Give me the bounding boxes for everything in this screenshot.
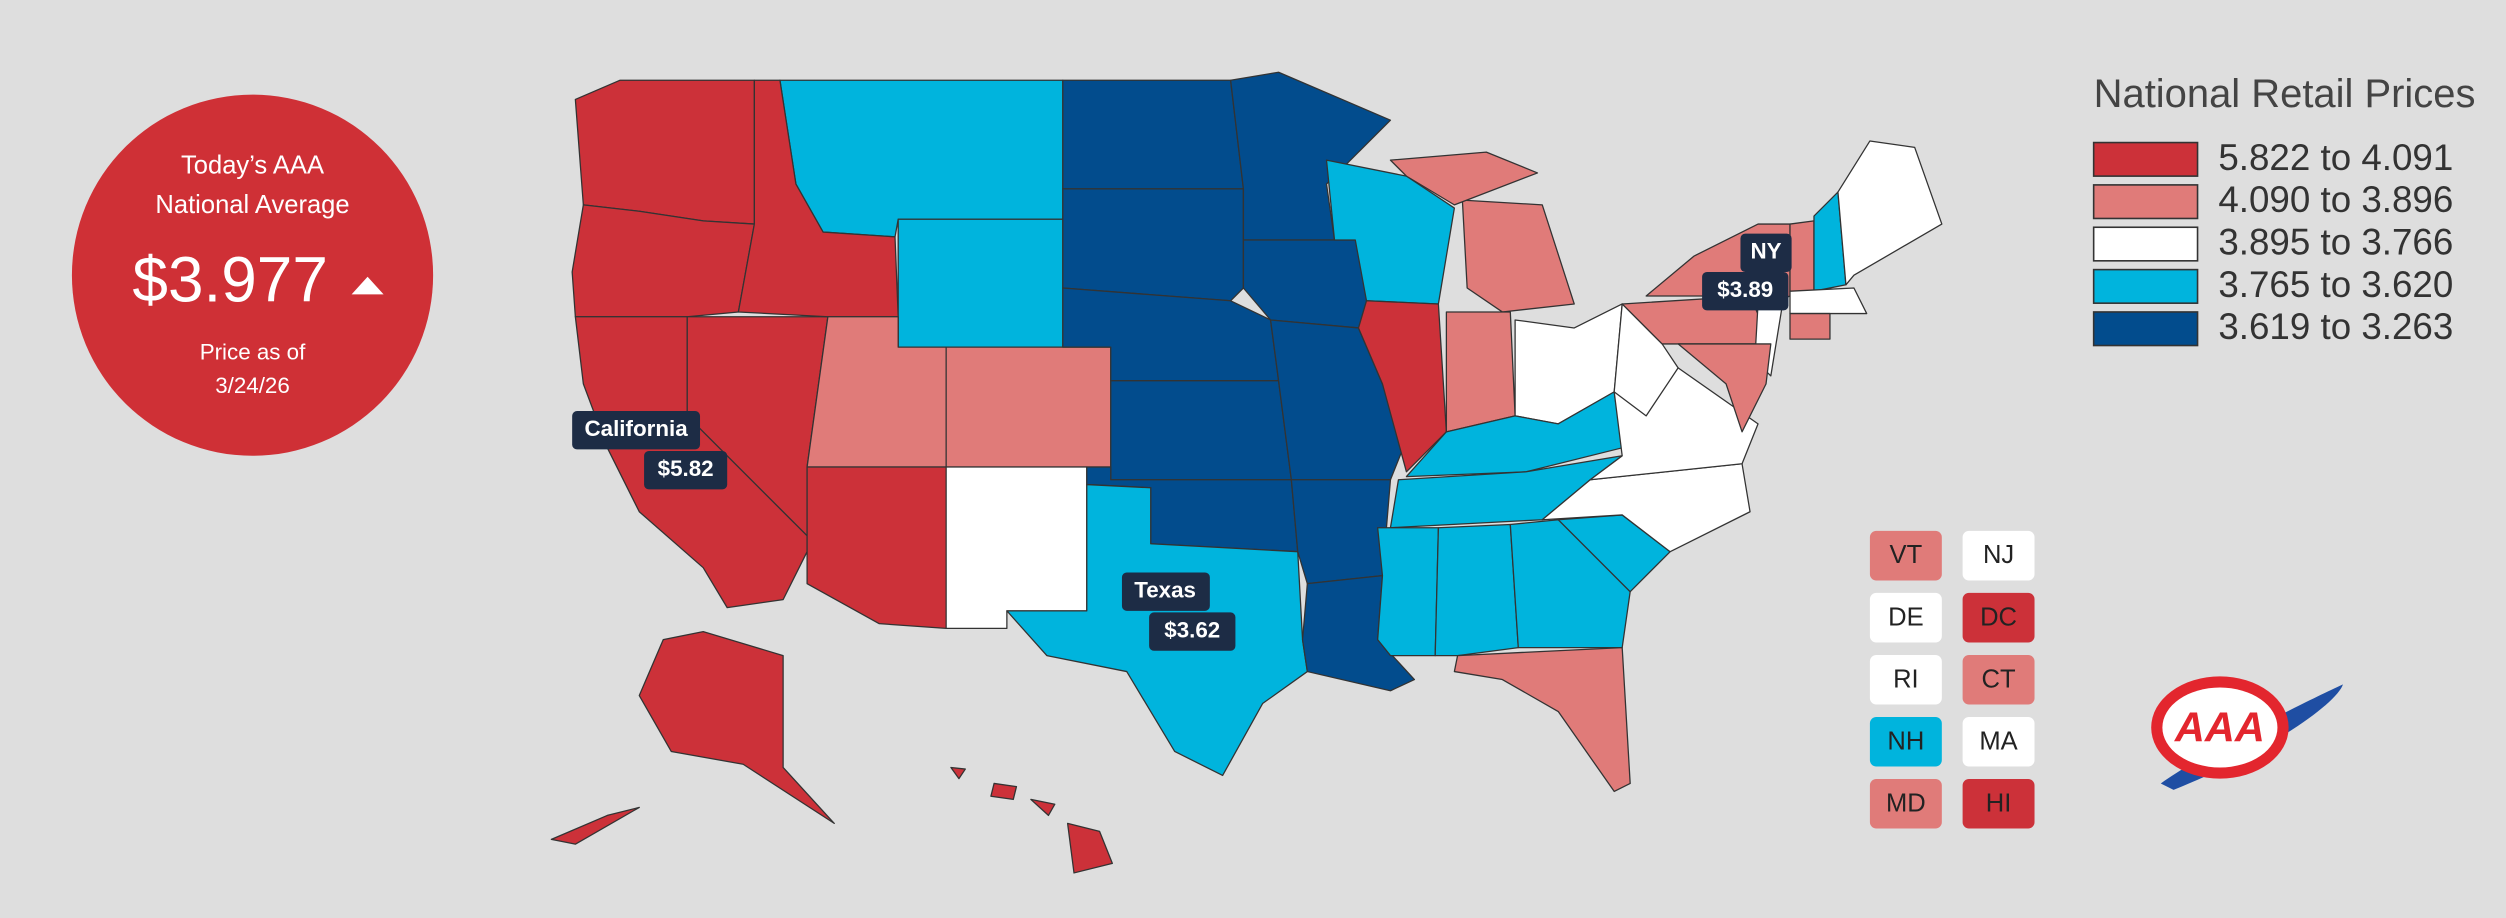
state: [1062, 79, 1245, 190]
state: [1229, 71, 1392, 241]
legend-label: 3.619 to 3.263: [2218, 306, 2453, 347]
legend-title: National Retail Prices: [2094, 72, 2476, 116]
callout-name: California: [585, 416, 689, 441]
small-states: VT NJ DE DC RI CT NH MA MD HI: [1869, 530, 2035, 829]
legend-label: 3.765 to 3.620: [2218, 264, 2453, 305]
callout-name: NY: [1750, 239, 1781, 264]
state: [1453, 646, 1631, 793]
state: [1434, 523, 1519, 657]
state: [1789, 220, 1815, 292]
callout: California $5.82: [572, 411, 728, 490]
logo-oval-inner: [2162, 687, 2278, 768]
state: [1377, 527, 1440, 657]
small-state-box: [1869, 654, 1942, 705]
small-state-box: [1869, 592, 1942, 643]
callout: Texas $3.62: [1121, 572, 1236, 651]
badge-title: Today’s AAA: [181, 151, 324, 179]
state: [550, 806, 640, 845]
small-state-box: [1962, 716, 2035, 767]
small-state-label: VT: [1890, 541, 1923, 569]
small-state-label: DC: [1980, 603, 2017, 631]
legend-label: 5.822 to 4.091: [2218, 137, 2453, 178]
callout-box: [1121, 572, 1210, 611]
state: [1677, 343, 1772, 433]
aaa-logo: AAA: [2151, 676, 2343, 790]
up-arrow: [351, 276, 384, 295]
state: [897, 218, 1064, 348]
callout-box: [1702, 272, 1789, 311]
state: [1357, 300, 1448, 473]
badge-date: Price as of: [200, 339, 306, 364]
small-state-box: [1962, 530, 2035, 581]
state: [1066, 822, 1113, 874]
state: [737, 79, 899, 318]
logo-text: AAA: [2174, 704, 2265, 751]
small-state-label: CT: [1982, 665, 2016, 693]
state: [638, 630, 835, 825]
state: [574, 79, 755, 225]
state: [945, 346, 1112, 468]
state: [990, 782, 1018, 801]
states: [550, 71, 1943, 874]
callout-name: Texas: [1134, 578, 1196, 603]
state: [1445, 311, 1516, 433]
callout-box: [644, 451, 728, 490]
small-state-box: [1869, 530, 1942, 581]
small-state-box: [1962, 654, 2035, 705]
legend-label: 4.090 to 3.896: [2218, 179, 2453, 220]
small-state-label: DE: [1888, 603, 1924, 631]
small-state-box: [1869, 778, 1942, 829]
state: [1509, 519, 1631, 649]
callout-box: [1740, 233, 1792, 273]
state: [1062, 188, 1245, 302]
badge-date: 3/24/26: [215, 373, 290, 398]
state: [806, 466, 947, 630]
badge-title: National Average: [155, 191, 349, 219]
state: [950, 766, 966, 780]
small-state-box: [1962, 778, 2035, 829]
legend-swatch: [2092, 226, 2199, 262]
legend-swatch: [2092, 141, 2199, 177]
state: [1789, 287, 1868, 315]
state: [1030, 798, 1056, 817]
small-state-label: MD: [1886, 789, 1926, 817]
small-state-box: [1962, 592, 2035, 643]
state: [1290, 479, 1392, 585]
small-state-label: RI: [1893, 665, 1919, 693]
state: [1461, 199, 1575, 313]
state: [1837, 140, 1943, 286]
callout-price: $3.62: [1164, 618, 1220, 643]
state: [1789, 312, 1831, 340]
legend-swatch: [2092, 311, 2199, 347]
small-state-label: MA: [1979, 727, 2017, 755]
small-state-label: NH: [1887, 727, 1924, 755]
small-state-box: [1869, 716, 1942, 767]
state: [1613, 303, 1679, 417]
callout-box: [572, 411, 701, 450]
callout-price: $5.82: [658, 456, 714, 481]
legend-swatch: [2092, 184, 2199, 220]
state: [779, 79, 1064, 238]
state: [1110, 380, 1292, 481]
legend-swatch: [2092, 268, 2199, 304]
callout-box: [1149, 612, 1236, 651]
state: [945, 466, 1088, 630]
callout-price: $3.89: [1717, 277, 1773, 302]
small-state-label: HI: [1986, 789, 2012, 817]
legend-label: 3.895 to 3.766: [2218, 222, 2453, 263]
average-badge: [71, 94, 434, 456]
small-state-label: NJ: [1983, 541, 2014, 569]
state: [1389, 151, 1539, 206]
badge-price: $3.977: [132, 244, 327, 316]
callout: NY $3.89: [1702, 233, 1792, 311]
